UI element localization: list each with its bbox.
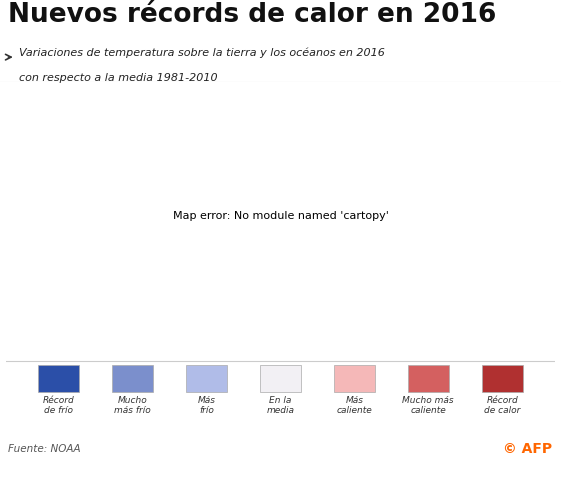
Text: Récord
de frío: Récord de frío [43,396,75,415]
Text: © AFP: © AFP [503,442,553,456]
Text: Nuevos récords de calor en 2016: Nuevos récords de calor en 2016 [8,2,497,28]
Text: Récord
de calor: Récord de calor [484,396,520,415]
Bar [408,365,449,393]
Text: Fuente: NOAA: Fuente: NOAA [8,444,81,454]
Bar [260,365,301,393]
Text: Mucho
más frío: Mucho más frío [114,396,151,415]
Text: con respecto a la media 1981-2010: con respecto a la media 1981-2010 [19,73,217,84]
Bar [38,365,80,393]
Bar [186,365,227,393]
Text: En la
media: En la media [266,396,295,415]
Text: Map error: No module named 'cartopy': Map error: No module named 'cartopy' [173,211,388,221]
Bar [112,365,153,393]
Bar [334,365,375,393]
Text: Más
caliente: Más caliente [337,396,373,415]
Text: Mucho más
caliente: Mucho más caliente [402,396,454,415]
Text: Más
frío: Más frío [197,396,215,415]
Bar [481,365,523,393]
Text: Variaciones de temperatura sobre la tierra y los océanos en 2016: Variaciones de temperatura sobre la tier… [19,48,384,58]
